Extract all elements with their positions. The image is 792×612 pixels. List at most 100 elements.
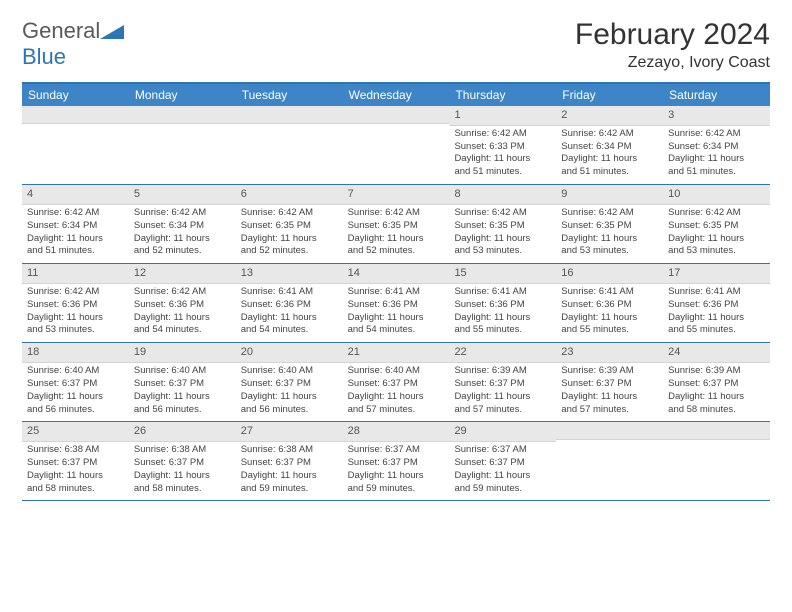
sunset-text: Sunset: 6:34 PM	[27, 220, 124, 233]
calendar-week: 18Sunrise: 6:40 AMSunset: 6:37 PMDayligh…	[22, 343, 770, 422]
daylight-line2: and 57 minutes.	[454, 404, 551, 417]
daylight-line2: and 54 minutes.	[241, 324, 338, 337]
daylight-line1: Daylight: 11 hours	[348, 391, 445, 404]
daylight-line2: and 51 minutes.	[561, 166, 658, 179]
calendar-day: 16Sunrise: 6:41 AMSunset: 6:36 PMDayligh…	[556, 264, 663, 342]
day-number	[236, 106, 343, 124]
calendar-day: 11Sunrise: 6:42 AMSunset: 6:36 PMDayligh…	[22, 264, 129, 342]
calendar-day: 9Sunrise: 6:42 AMSunset: 6:35 PMDaylight…	[556, 185, 663, 263]
logo-triangle-icon	[100, 23, 124, 41]
daylight-line2: and 58 minutes.	[668, 404, 765, 417]
logo-word1: General	[22, 18, 100, 43]
daylight-line1: Daylight: 11 hours	[668, 153, 765, 166]
daylight-line1: Daylight: 11 hours	[27, 391, 124, 404]
day-number: 3	[663, 106, 770, 126]
daylight-line1: Daylight: 11 hours	[241, 391, 338, 404]
daylight-line2: and 55 minutes.	[668, 324, 765, 337]
sunset-text: Sunset: 6:37 PM	[134, 378, 231, 391]
daylight-line2: and 53 minutes.	[561, 245, 658, 258]
daylight-line2: and 51 minutes.	[668, 166, 765, 179]
sunset-text: Sunset: 6:37 PM	[134, 457, 231, 470]
daylight-line1: Daylight: 11 hours	[668, 312, 765, 325]
daylight-line1: Daylight: 11 hours	[561, 312, 658, 325]
calendar-day-empty	[343, 106, 450, 184]
daylight-line1: Daylight: 11 hours	[454, 153, 551, 166]
weekday-fri: Friday	[556, 84, 663, 106]
daylight-line1: Daylight: 11 hours	[454, 312, 551, 325]
daylight-line2: and 52 minutes.	[348, 245, 445, 258]
day-number: 14	[343, 264, 450, 284]
daylight-line1: Daylight: 11 hours	[134, 312, 231, 325]
daylight-line1: Daylight: 11 hours	[134, 470, 231, 483]
weekday-sun: Sunday	[22, 84, 129, 106]
sunrise-text: Sunrise: 6:42 AM	[27, 286, 124, 299]
sunrise-text: Sunrise: 6:39 AM	[454, 365, 551, 378]
sunset-text: Sunset: 6:35 PM	[561, 220, 658, 233]
day-number: 4	[22, 185, 129, 205]
calendar-day: 20Sunrise: 6:40 AMSunset: 6:37 PMDayligh…	[236, 343, 343, 421]
calendar-day: 12Sunrise: 6:42 AMSunset: 6:36 PMDayligh…	[129, 264, 236, 342]
sunrise-text: Sunrise: 6:39 AM	[561, 365, 658, 378]
day-number	[343, 106, 450, 124]
calendar-day: 7Sunrise: 6:42 AMSunset: 6:35 PMDaylight…	[343, 185, 450, 263]
day-number	[556, 422, 663, 440]
sunrise-text: Sunrise: 6:38 AM	[241, 444, 338, 457]
calendar-day: 13Sunrise: 6:41 AMSunset: 6:36 PMDayligh…	[236, 264, 343, 342]
calendar-day: 14Sunrise: 6:41 AMSunset: 6:36 PMDayligh…	[343, 264, 450, 342]
daylight-line2: and 59 minutes.	[241, 483, 338, 496]
calendar-day: 28Sunrise: 6:37 AMSunset: 6:37 PMDayligh…	[343, 422, 450, 500]
sunrise-text: Sunrise: 6:42 AM	[668, 207, 765, 220]
sunrise-text: Sunrise: 6:42 AM	[454, 207, 551, 220]
calendar-day: 23Sunrise: 6:39 AMSunset: 6:37 PMDayligh…	[556, 343, 663, 421]
day-number: 11	[22, 264, 129, 284]
sunset-text: Sunset: 6:37 PM	[348, 378, 445, 391]
daylight-line1: Daylight: 11 hours	[454, 233, 551, 246]
daylight-line1: Daylight: 11 hours	[134, 233, 231, 246]
daylight-line2: and 56 minutes.	[241, 404, 338, 417]
logo-word2: Blue	[22, 44, 66, 69]
calendar-day: 22Sunrise: 6:39 AMSunset: 6:37 PMDayligh…	[449, 343, 556, 421]
sunrise-text: Sunrise: 6:42 AM	[454, 128, 551, 141]
daylight-line2: and 52 minutes.	[134, 245, 231, 258]
daylight-line2: and 59 minutes.	[348, 483, 445, 496]
sunset-text: Sunset: 6:36 PM	[134, 299, 231, 312]
calendar-day: 10Sunrise: 6:42 AMSunset: 6:35 PMDayligh…	[663, 185, 770, 263]
daylight-line1: Daylight: 11 hours	[561, 153, 658, 166]
weeks-container: 1Sunrise: 6:42 AMSunset: 6:33 PMDaylight…	[22, 106, 770, 501]
daylight-line2: and 57 minutes.	[561, 404, 658, 417]
daylight-line1: Daylight: 11 hours	[27, 233, 124, 246]
daylight-line2: and 55 minutes.	[454, 324, 551, 337]
daylight-line1: Daylight: 11 hours	[134, 391, 231, 404]
sunrise-text: Sunrise: 6:37 AM	[348, 444, 445, 457]
day-number: 22	[449, 343, 556, 363]
sunrise-text: Sunrise: 6:42 AM	[134, 286, 231, 299]
day-number	[22, 106, 129, 124]
daylight-line1: Daylight: 11 hours	[668, 391, 765, 404]
daylight-line1: Daylight: 11 hours	[241, 312, 338, 325]
calendar-week: 25Sunrise: 6:38 AMSunset: 6:37 PMDayligh…	[22, 422, 770, 501]
daylight-line1: Daylight: 11 hours	[241, 470, 338, 483]
daylight-line1: Daylight: 11 hours	[27, 312, 124, 325]
day-number: 8	[449, 185, 556, 205]
daylight-line1: Daylight: 11 hours	[561, 233, 658, 246]
calendar-day: 4Sunrise: 6:42 AMSunset: 6:34 PMDaylight…	[22, 185, 129, 263]
calendar-day: 17Sunrise: 6:41 AMSunset: 6:36 PMDayligh…	[663, 264, 770, 342]
weekday-thu: Thursday	[449, 84, 556, 106]
daylight-line2: and 55 minutes.	[561, 324, 658, 337]
day-number: 2	[556, 106, 663, 126]
calendar-day: 26Sunrise: 6:38 AMSunset: 6:37 PMDayligh…	[129, 422, 236, 500]
day-number: 27	[236, 422, 343, 442]
calendar-day-empty	[556, 422, 663, 500]
daylight-line2: and 58 minutes.	[27, 483, 124, 496]
day-number: 5	[129, 185, 236, 205]
calendar-day-empty	[236, 106, 343, 184]
day-number: 7	[343, 185, 450, 205]
calendar-day: 15Sunrise: 6:41 AMSunset: 6:36 PMDayligh…	[449, 264, 556, 342]
sunset-text: Sunset: 6:36 PM	[561, 299, 658, 312]
sunrise-text: Sunrise: 6:38 AM	[134, 444, 231, 457]
sunset-text: Sunset: 6:35 PM	[241, 220, 338, 233]
day-number: 19	[129, 343, 236, 363]
daylight-line1: Daylight: 11 hours	[348, 312, 445, 325]
daylight-line1: Daylight: 11 hours	[454, 470, 551, 483]
daylight-line1: Daylight: 11 hours	[348, 470, 445, 483]
